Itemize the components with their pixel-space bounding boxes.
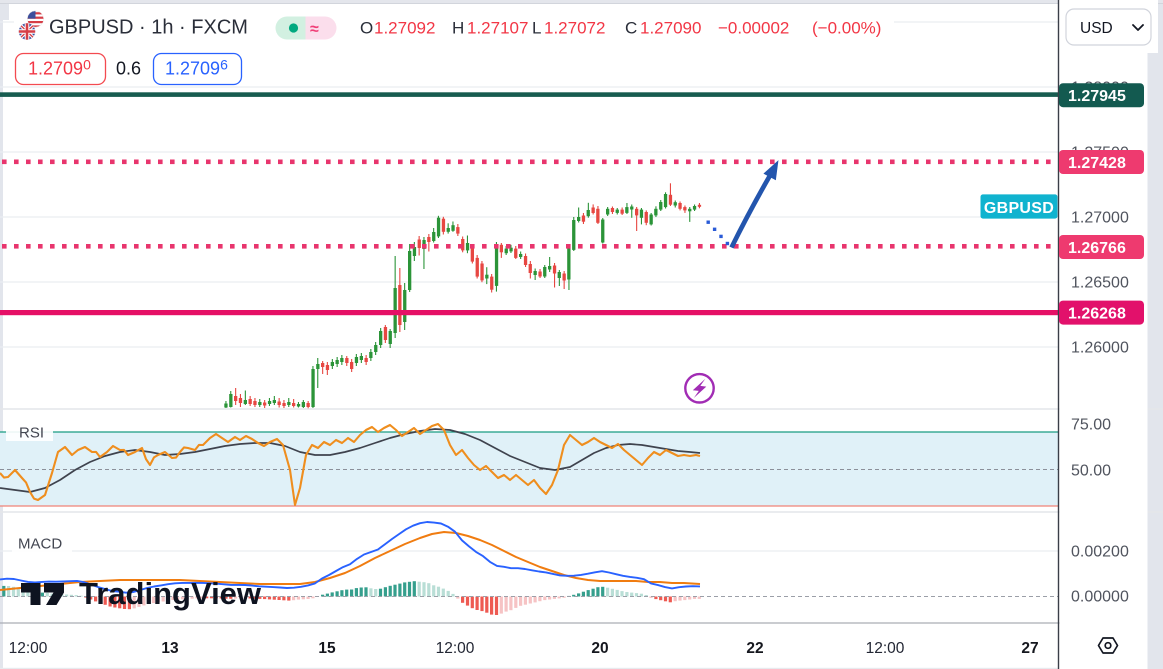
svg-text:GBPUSD · 1h · FXCM: GBPUSD · 1h · FXCM bbox=[49, 17, 248, 39]
svg-text:1.26268: 1.26268 bbox=[1068, 306, 1126, 323]
svg-text:0.00200: 0.00200 bbox=[1071, 544, 1129, 561]
svg-text:H: H bbox=[452, 19, 464, 38]
svg-text:1.26766: 1.26766 bbox=[1068, 240, 1126, 257]
svg-text:12:00: 12:00 bbox=[436, 640, 475, 657]
svg-text:1.27107: 1.27107 bbox=[467, 19, 528, 38]
svg-text:(−0.00%): (−0.00%) bbox=[812, 19, 881, 38]
svg-text:MACD: MACD bbox=[18, 536, 62, 553]
svg-text:20: 20 bbox=[591, 640, 608, 657]
svg-text:1.27072: 1.27072 bbox=[544, 19, 605, 38]
svg-text:27: 27 bbox=[1021, 640, 1038, 657]
svg-text:TradingView: TradingView bbox=[79, 576, 262, 611]
svg-text:15: 15 bbox=[318, 640, 336, 657]
svg-text:1.26500: 1.26500 bbox=[1071, 275, 1129, 292]
svg-text:1.27096: 1.27096 bbox=[165, 57, 228, 79]
svg-text:1.26000: 1.26000 bbox=[1071, 340, 1129, 357]
svg-text:50.00: 50.00 bbox=[1071, 463, 1111, 480]
svg-text:1.27000: 1.27000 bbox=[1071, 210, 1129, 227]
svg-text:1.27945: 1.27945 bbox=[1068, 88, 1126, 105]
svg-text:1.27090: 1.27090 bbox=[640, 19, 701, 38]
svg-text:GBPUSD: GBPUSD bbox=[984, 200, 1054, 217]
svg-text:1.27092: 1.27092 bbox=[374, 19, 435, 38]
svg-text:12:00: 12:00 bbox=[9, 640, 48, 657]
svg-text:1.27090: 1.27090 bbox=[28, 57, 91, 79]
svg-text:C: C bbox=[625, 19, 637, 38]
svg-text:≈: ≈ bbox=[310, 21, 319, 38]
svg-text:0.00000: 0.00000 bbox=[1071, 589, 1129, 606]
svg-text:0.6: 0.6 bbox=[116, 59, 141, 79]
svg-text:12:00: 12:00 bbox=[866, 640, 905, 657]
svg-text:13: 13 bbox=[161, 640, 179, 657]
svg-text:RSI: RSI bbox=[19, 425, 44, 442]
svg-text:22: 22 bbox=[746, 640, 763, 657]
svg-text:O: O bbox=[360, 19, 373, 38]
svg-text:USD: USD bbox=[1080, 20, 1113, 37]
svg-text:1.27428: 1.27428 bbox=[1068, 155, 1126, 172]
svg-text:75.00: 75.00 bbox=[1071, 417, 1111, 434]
svg-text:−0.00002: −0.00002 bbox=[718, 19, 789, 38]
svg-text:L: L bbox=[532, 19, 541, 38]
